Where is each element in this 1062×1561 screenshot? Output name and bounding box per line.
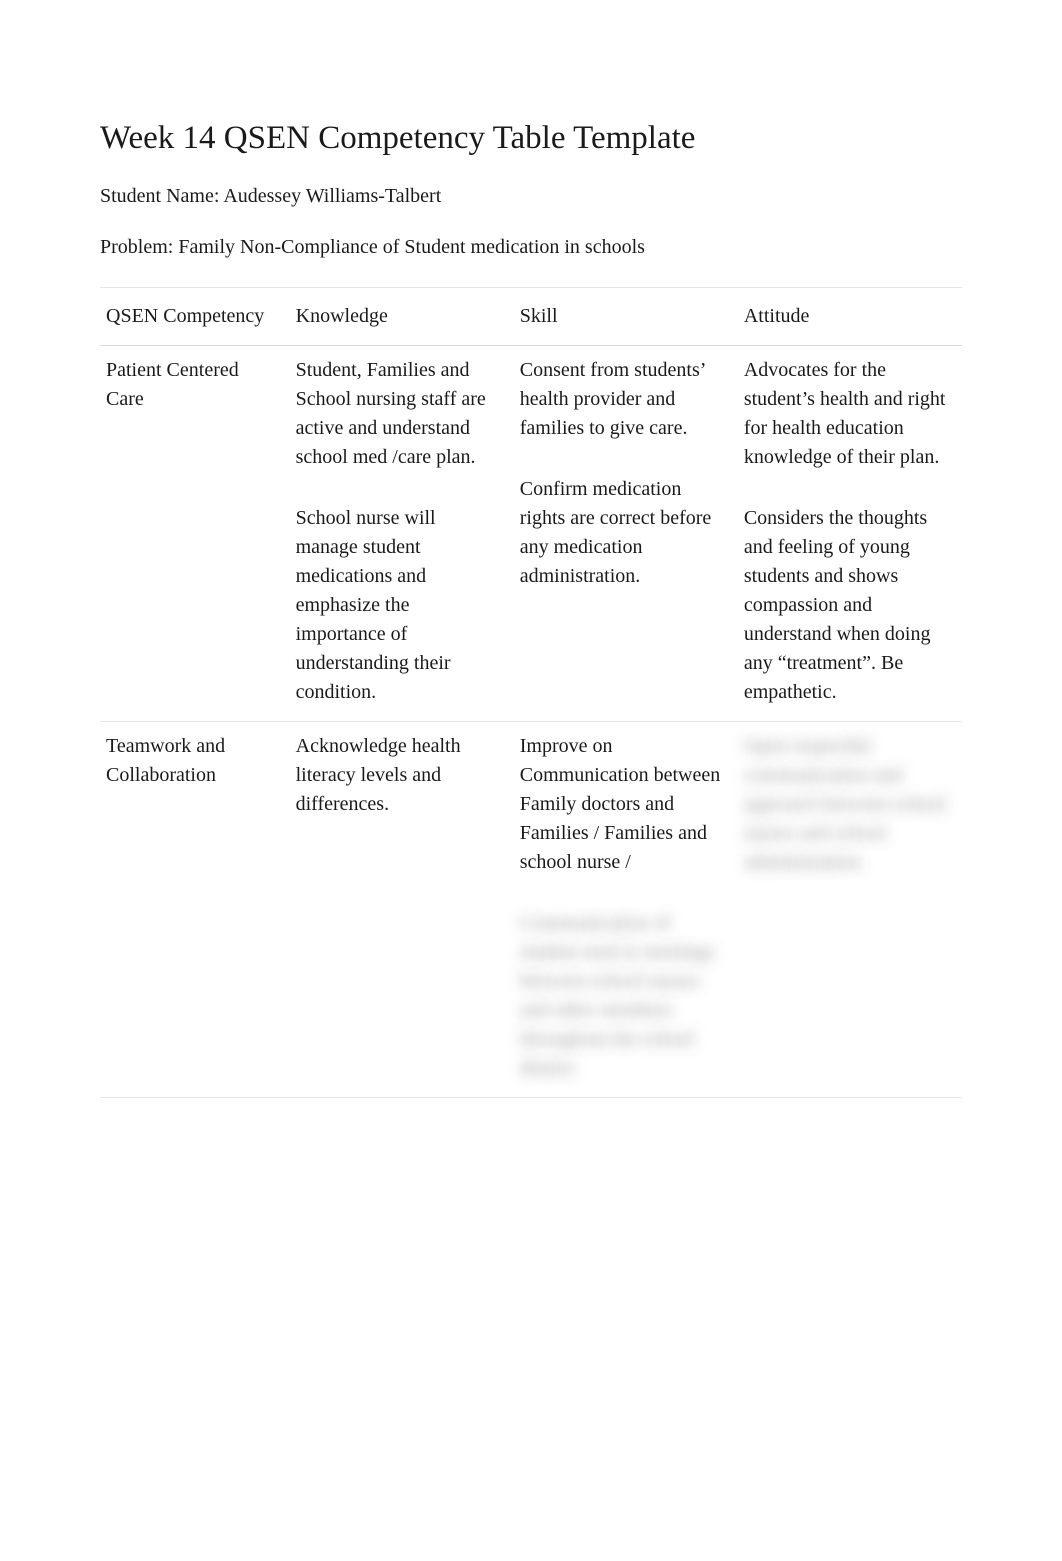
col-header-skill: Skill	[514, 288, 738, 346]
cell-knowledge: Acknowledge health literacy levels and d…	[290, 722, 514, 1098]
competency-table: QSEN Competency Knowledge Skill Attitude…	[100, 287, 962, 1098]
skill-para: Confirm medication rights are correct be…	[520, 475, 724, 591]
cell-competency: Teamwork and Collaboration	[100, 722, 290, 1098]
knowledge-para: School nurse will manage student medicat…	[296, 504, 500, 707]
knowledge-para: Acknowledge health literacy levels and d…	[296, 732, 500, 819]
cell-competency: Patient Centered Care	[100, 346, 290, 722]
cell-knowledge: Student, Families and School nursing sta…	[290, 346, 514, 722]
skill-para-blurred: Communication of student med in meetings…	[520, 909, 724, 1083]
competency-label: Teamwork and Collaboration	[106, 732, 276, 790]
attitude-para: Considers the thoughts and feeling of yo…	[744, 504, 948, 707]
knowledge-para: Student, Families and School nursing sta…	[296, 356, 500, 472]
attitude-para: Advocates for the student’s health and r…	[744, 356, 948, 472]
skill-para: Improve on Communication between Family …	[520, 732, 724, 877]
cell-attitude: Advocates for the student’s health and r…	[738, 346, 962, 722]
student-line: Student Name: Audessey Williams-Talbert	[100, 185, 962, 208]
cell-attitude: Open respectful communication and approa…	[738, 722, 962, 1098]
competency-label: Patient Centered Care	[106, 356, 276, 414]
skill-para: Consent from students’ health provider a…	[520, 356, 724, 443]
col-header-attitude: Attitude	[738, 288, 962, 346]
cell-skill: Improve on Communication between Family …	[514, 722, 738, 1098]
problem-line: Problem: Family Non-Compliance of Studen…	[100, 236, 962, 259]
page-title: Week 14 QSEN Competency Table Template	[100, 120, 962, 157]
col-header-knowledge: Knowledge	[290, 288, 514, 346]
document-page: Week 14 QSEN Competency Table Template S…	[0, 0, 1062, 1561]
table-row: Teamwork and Collaboration Acknowledge h…	[100, 722, 962, 1098]
col-header-competency: QSEN Competency	[100, 288, 290, 346]
cell-skill: Consent from students’ health provider a…	[514, 346, 738, 722]
table-header-row: QSEN Competency Knowledge Skill Attitude	[100, 288, 962, 346]
attitude-para-blurred: Open respectful communication and approa…	[744, 732, 948, 877]
table-row: Patient Centered Care Student, Families …	[100, 346, 962, 722]
